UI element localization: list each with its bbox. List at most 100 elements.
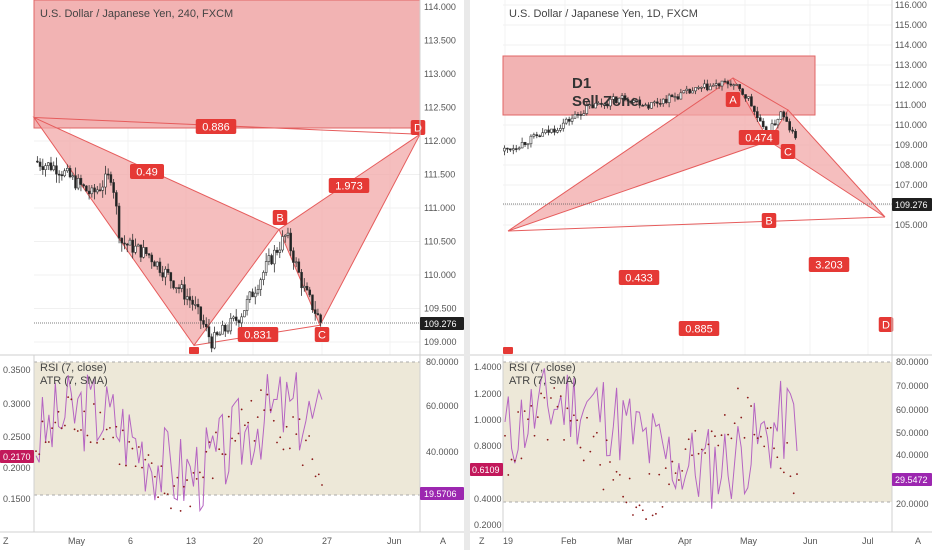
- right-time-may: May: [740, 536, 758, 546]
- left-rsi-legend: RSI (7, close): [40, 362, 107, 374]
- atr-dot: [553, 387, 556, 389]
- candle-body: [597, 102, 600, 105]
- atr-dot: [189, 505, 192, 508]
- atr-dot: [260, 389, 262, 392]
- left-atr-value-badge: [0, 450, 34, 463]
- candle-body: [570, 117, 574, 122]
- atr-dot: [153, 475, 156, 478]
- right-ratio-abc-bg: [738, 130, 780, 145]
- atr-dot: [625, 501, 628, 504]
- right-axis-corner-a[interactable]: A: [915, 536, 921, 546]
- candle-body: [36, 160, 39, 163]
- right-xd-line: [507, 216, 886, 232]
- atr-dot: [664, 467, 667, 470]
- left-axis-corner-a[interactable]: A: [440, 536, 446, 546]
- candle-body: [267, 255, 271, 262]
- atr-dot: [227, 415, 230, 418]
- candle-body: [311, 294, 314, 311]
- left-price-tick: 113.000: [424, 69, 456, 79]
- candle-body: [650, 102, 653, 109]
- right-left-indicator-tick: 0.8000: [474, 441, 502, 451]
- candle-body: [706, 83, 709, 91]
- atr-dot: [115, 425, 118, 428]
- right-price-tick: 110.000: [895, 120, 927, 130]
- candle-body: [221, 324, 224, 335]
- atr-dot: [301, 464, 304, 467]
- atr-dot: [211, 477, 214, 480]
- candle-body: [603, 103, 606, 106]
- candle-body: [98, 189, 102, 192]
- candle-body: [180, 284, 183, 289]
- candle-body: [134, 245, 137, 253]
- atr-dot: [179, 510, 182, 512]
- candle-body: [614, 96, 618, 104]
- atr-dot: [170, 507, 172, 510]
- candle-body: [213, 332, 216, 349]
- right-chart-title: U.S. Dollar / Japanese Yen, 1D, FXCM: [509, 8, 698, 20]
- atr-dot: [163, 492, 166, 495]
- candle-body: [632, 100, 636, 103]
- candle-body: [697, 87, 700, 89]
- right-axis-corner-z[interactable]: Z: [479, 536, 485, 546]
- atr-dot: [118, 463, 121, 466]
- atr-dot: [237, 432, 240, 435]
- atr-dot: [321, 484, 323, 486]
- right-indicators: [504, 368, 798, 520]
- atr-dot: [292, 416, 294, 418]
- candle-body: [128, 239, 132, 246]
- atr-dot: [160, 465, 163, 468]
- candle-body: [617, 97, 621, 104]
- candle-body: [661, 98, 665, 104]
- pane-divider[interactable]: [464, 0, 470, 550]
- atr-dot: [513, 459, 516, 462]
- candle-body: [161, 272, 164, 278]
- atr-dot: [147, 454, 150, 456]
- left-time-6: 6: [128, 536, 133, 546]
- atr-dot: [681, 469, 684, 472]
- candle-body: [74, 175, 77, 189]
- right-sell-zone: [502, 55, 816, 116]
- atr-dot: [195, 477, 198, 480]
- atr-dot: [504, 434, 506, 437]
- atr-dot: [83, 410, 86, 413]
- candle-body: [185, 296, 189, 300]
- right-atr-value: 0.6109: [472, 465, 500, 475]
- candle-body: [150, 254, 154, 263]
- right-time-jun: Jun: [803, 536, 818, 546]
- atr-dot: [186, 479, 188, 481]
- candle-body: [573, 114, 577, 119]
- atr-dot: [317, 473, 320, 476]
- candle-body: [158, 261, 162, 273]
- candle-body: [550, 128, 553, 133]
- candle-body: [199, 306, 203, 321]
- candle-body: [262, 272, 265, 281]
- left-axis-corner-z[interactable]: Z: [3, 536, 9, 546]
- candle-body: [585, 105, 589, 114]
- candle-body: [638, 99, 642, 106]
- left-candles: [36, 156, 322, 353]
- candle-body: [166, 268, 170, 273]
- candle-body: [688, 88, 692, 94]
- atr-dot: [198, 471, 201, 474]
- atr-dot: [533, 434, 536, 437]
- sell-zone-line1: D1: [572, 75, 591, 92]
- candle-body: [172, 280, 175, 289]
- candle-body: [711, 84, 715, 87]
- atr-dot: [125, 464, 127, 467]
- atr-dot: [668, 483, 670, 486]
- atr-dot: [128, 440, 131, 443]
- left-price-tick: 111.500: [424, 170, 455, 180]
- candle-body: [788, 121, 791, 131]
- right-rsi-value-badge: [892, 473, 932, 486]
- atr-dot: [38, 453, 41, 456]
- candle-body: [281, 236, 284, 251]
- right-atr-value-badge: [470, 463, 503, 476]
- left-price-axis[interactable]: 114.000 113.500 113.000 112.500 112.000 111.5…: [424, 2, 457, 347]
- candle-body: [275, 249, 279, 253]
- atr-dot: [766, 427, 769, 430]
- left-price-tick: 112.500: [424, 103, 456, 113]
- candle-body: [667, 94, 671, 103]
- candle-body: [237, 320, 241, 324]
- candle-body: [52, 165, 55, 171]
- atr-dot: [661, 505, 664, 508]
